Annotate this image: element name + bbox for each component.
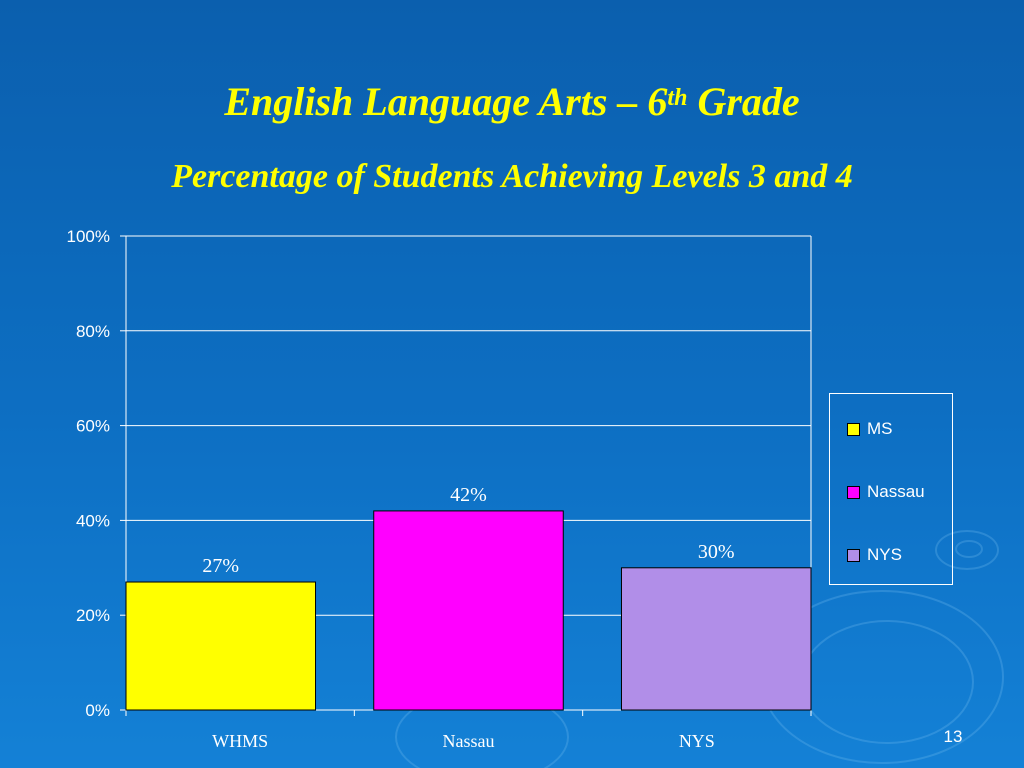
data-label-whms: 27% [202,555,239,577]
data-label-nassau: 42% [450,484,487,506]
y-tick-label: 60% [76,417,110,436]
chart-legend: MS Nassau NYS [829,393,953,585]
data-label-nys: 30% [698,541,735,563]
page-number: 13 [943,727,963,746]
legend-swatch-nassau [847,485,860,499]
legend-swatch-ms [847,422,860,436]
y-tick-label: 0% [85,701,110,720]
legend-label-nassau: Nassau [867,482,925,501]
y-tick-label: 100% [67,227,110,246]
legend-swatch-nys [847,548,860,562]
y-tick-label: 40% [76,511,110,530]
ripple-decoration [935,530,999,570]
chart-title: English Language Arts – 6th Grade [0,78,1024,126]
x-tick-label-nassau: Nassau [443,731,495,751]
bar-nys [620,567,812,711]
legend-label-nys: NYS [867,545,902,564]
legend-item-nys: NYS [847,545,902,565]
legend-label-ms: MS [867,419,893,438]
legend-item-ms: MS [847,419,893,439]
chart-subtitle: Percentage of Students Achieving Levels … [171,158,853,195]
bar-nassau [373,510,564,711]
x-tick-label-nys: NYS [679,731,715,751]
ripple-decoration [955,540,983,558]
legend-item-nassau: Nassau [847,482,925,502]
x-tick-label-whms: WHMS [212,731,268,751]
y-tick-label: 20% [76,606,110,625]
title-superscript: th [667,85,688,111]
bar-whms [125,581,317,711]
title-text: English Language Arts – 6 [224,79,668,124]
y-tick-label: 80% [76,322,110,341]
title-text-end: Grade [687,79,800,124]
